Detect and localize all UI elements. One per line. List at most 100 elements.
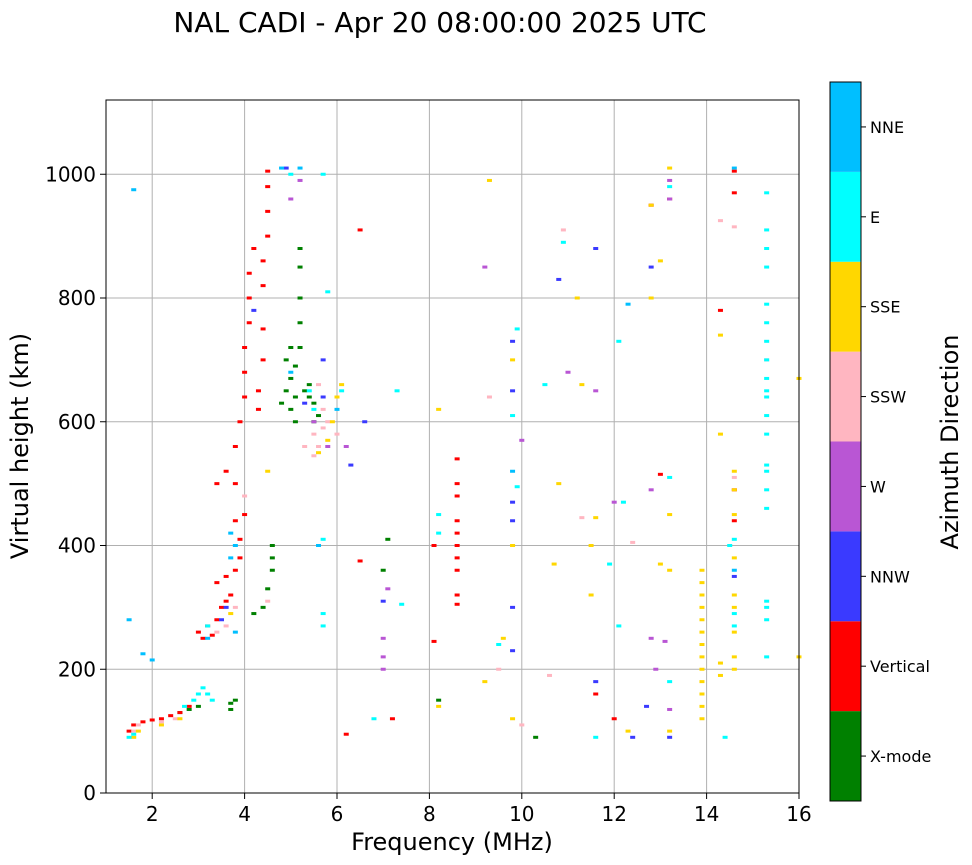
data-point xyxy=(131,732,137,736)
data-point xyxy=(260,284,266,288)
data-point xyxy=(265,599,271,603)
colorbar-label: X-mode xyxy=(870,747,931,766)
data-point xyxy=(283,166,289,170)
data-point xyxy=(297,265,303,269)
data-point xyxy=(195,630,201,634)
data-point xyxy=(699,717,705,721)
colorbar-segment xyxy=(830,82,861,172)
colorbar-labels: X-mode Vertical NNW W SSW SSE E NNE xyxy=(861,118,931,766)
data-point xyxy=(431,544,437,547)
data-point xyxy=(131,188,137,192)
data-point xyxy=(214,618,220,622)
data-point xyxy=(126,618,132,622)
data-point xyxy=(699,680,705,684)
data-point xyxy=(717,308,723,312)
data-point xyxy=(297,247,303,250)
data-point xyxy=(625,302,631,306)
data-point xyxy=(297,321,303,325)
data-point xyxy=(126,729,132,733)
y-axis-ticks: 0 200 400 600 800 1000 xyxy=(45,162,106,805)
data-point xyxy=(699,655,705,659)
data-point xyxy=(667,197,673,201)
data-point xyxy=(436,531,442,535)
data-point xyxy=(662,639,668,643)
data-point xyxy=(339,383,345,387)
y-tick-label: 200 xyxy=(58,657,96,681)
data-point xyxy=(699,667,705,671)
data-point xyxy=(399,602,405,606)
data-point xyxy=(140,720,146,724)
data-point xyxy=(667,166,673,170)
data-point xyxy=(232,482,238,486)
data-point xyxy=(482,265,488,269)
x-axis-ticks: 2 4 6 8 10 12 14 16 xyxy=(146,793,812,826)
data-point xyxy=(329,420,335,424)
data-point xyxy=(500,636,506,640)
plot-frame xyxy=(105,99,800,794)
data-point xyxy=(237,537,243,541)
data-point xyxy=(496,667,502,671)
data-point xyxy=(385,587,391,591)
data-point xyxy=(454,544,460,547)
data-point xyxy=(593,516,599,520)
data-point xyxy=(616,624,622,628)
data-point xyxy=(510,500,516,504)
data-point xyxy=(667,475,673,479)
data-point xyxy=(510,605,516,609)
plot-grid xyxy=(106,100,800,794)
colorbar-label: SSE xyxy=(870,298,900,317)
data-point xyxy=(343,445,349,448)
data-point xyxy=(316,414,322,418)
x-tick-label: 4 xyxy=(238,802,251,826)
data-point xyxy=(186,704,192,708)
x-tick-label: 6 xyxy=(331,802,344,826)
plot-points xyxy=(126,166,802,739)
data-point xyxy=(334,395,340,399)
data-point xyxy=(232,698,238,702)
data-point xyxy=(288,197,294,201)
data-point xyxy=(260,358,266,362)
series-nnw xyxy=(219,166,737,739)
data-point xyxy=(731,166,737,170)
data-point xyxy=(223,574,229,578)
data-point xyxy=(237,420,243,424)
data-point xyxy=(380,568,386,572)
data-point xyxy=(292,364,298,368)
data-point xyxy=(380,655,386,659)
data-point xyxy=(764,618,770,622)
data-point xyxy=(214,581,220,585)
data-point xyxy=(699,704,705,708)
data-point xyxy=(667,707,673,711)
colorbar-label: W xyxy=(870,477,886,496)
data-point xyxy=(699,692,705,696)
data-point xyxy=(454,602,460,606)
data-point xyxy=(219,618,224,622)
data-point xyxy=(514,327,520,331)
data-point xyxy=(126,735,132,739)
data-point xyxy=(436,698,442,702)
data-point xyxy=(510,358,516,362)
data-point xyxy=(731,513,737,517)
x-tick-label: 8 xyxy=(423,802,436,826)
data-point xyxy=(699,643,705,646)
data-point xyxy=(593,247,599,250)
x-tick-label: 16 xyxy=(786,802,811,826)
data-point xyxy=(764,358,770,362)
data-point xyxy=(764,395,770,399)
colorbar-label: SSW xyxy=(870,388,906,407)
colorbar-segment xyxy=(830,171,861,262)
data-point xyxy=(486,395,492,399)
data-point xyxy=(334,432,340,436)
data-point xyxy=(362,420,368,424)
data-point xyxy=(699,605,705,609)
data-point xyxy=(454,482,460,486)
data-point xyxy=(255,389,261,393)
data-point xyxy=(209,698,215,702)
y-tick-label: 0 xyxy=(83,781,96,805)
data-point xyxy=(611,500,617,504)
data-point xyxy=(177,711,183,715)
data-point xyxy=(232,519,238,523)
chart-title: NAL CADI - Apr 20 08:00:00 2025 UTC xyxy=(173,6,706,39)
data-point xyxy=(288,346,294,349)
data-point xyxy=(717,333,723,337)
